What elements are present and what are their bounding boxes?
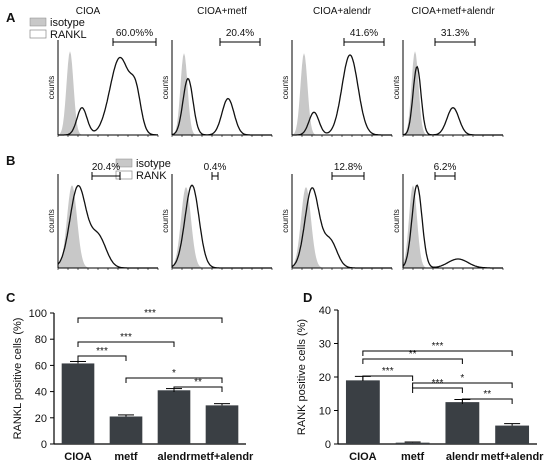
histogram-a-4-counts-label: counts xyxy=(392,76,401,100)
chart-c-y-tick-label: 60 xyxy=(35,360,47,372)
chart-c-significance-bracket-5 xyxy=(173,386,223,392)
histogram-b-3-counts-label: counts xyxy=(281,209,290,233)
panel-letter-a: A xyxy=(6,10,16,25)
panel-letter-d: D xyxy=(303,290,312,305)
histogram-a-1-percent: 60.0%% xyxy=(116,28,153,39)
panel-letter-c: C xyxy=(6,290,16,305)
chart-c-bar-3 xyxy=(157,390,191,444)
chart-c-y-tick-label: 80 xyxy=(35,334,47,346)
chart-d-category-label-2: metf xyxy=(401,451,425,463)
chart-d-category-label-1: CIOA xyxy=(349,451,377,463)
legend-a: isotype RANKL xyxy=(29,17,87,41)
legend-a-isotype-swatch xyxy=(29,17,47,27)
chart-d-significance-label-1: *** xyxy=(432,341,444,352)
histogram-a-3-percent: 41.6% xyxy=(350,28,378,39)
chart-d-y-tick-label: 20 xyxy=(319,372,331,384)
panel-letter-b: B xyxy=(6,153,15,168)
bar-chart-d: 0 10 20 30 40 RANK positive cells (%) CIOA metf… xyxy=(296,305,544,463)
chart-c-y-tick-label: 100 xyxy=(29,308,47,320)
chart-c-y-tick-label: 20 xyxy=(35,413,47,425)
histogram-b-2-counts-label: counts xyxy=(161,209,170,233)
chart-d-category-label-3: alendr xyxy=(446,451,480,463)
histogram-a-2-counts-label: counts xyxy=(161,76,170,100)
histogram-a-3-isotype-area xyxy=(292,53,392,135)
chart-d-bar-4 xyxy=(495,425,530,444)
chart-d-y-tick-label: 0 xyxy=(325,439,331,451)
histogram-row-b: counts 20.4% counts 0.4% counts 12.8% counts 6.… xyxy=(47,162,504,270)
chart-d-significance-label-5: *** xyxy=(432,378,444,389)
chart-c-significance-label-2: *** xyxy=(120,332,132,343)
legend-b-isotype-label: isotype xyxy=(136,158,171,170)
legend-b-marker-label: RANK xyxy=(136,170,167,182)
chart-c-bar-4 xyxy=(205,405,239,444)
histogram-b-4-counts-label: counts xyxy=(392,209,401,233)
histogram-b-2-percent: 0.4% xyxy=(204,162,227,173)
chart-c-significance-bracket-3 xyxy=(77,355,127,361)
chart-c-bar-1 xyxy=(61,363,95,444)
legend-b-isotype-swatch xyxy=(115,158,133,168)
chart-c-significance-label-3: *** xyxy=(96,346,108,357)
chart-c-y-axis-label: RANKL positive cells (%) xyxy=(12,318,24,440)
histogram-a-4-title: CIOA+metf+alendr xyxy=(411,6,495,17)
histogram-b-2-isotype-area xyxy=(172,187,272,268)
chart-d-significance-label-6: ** xyxy=(483,389,491,400)
chart-c-y-tick-label: 40 xyxy=(35,387,47,399)
histogram-a-1-marker-curve xyxy=(58,56,158,136)
histogram-a-3-title: CIOA+alendr xyxy=(313,6,372,17)
legend-a-isotype-label: isotype xyxy=(50,17,85,29)
histogram-a-2-title: CIOA+metf xyxy=(197,6,247,17)
bar-chart-c: 0 20 40 60 80 100 RANKL positive cells (%) CIOA… xyxy=(12,308,254,463)
legend-a-marker-label: RANKL xyxy=(50,29,87,41)
chart-d-significance-bracket-5 xyxy=(412,387,463,393)
chart-d-y-axis-label: RANK positive cells (%) xyxy=(296,319,308,435)
legend-b-marker-swatch xyxy=(115,170,133,180)
histogram-b-1-counts-label: counts xyxy=(47,209,56,233)
histogram-row-a: counts 60.0%% CIOA counts 20.4% CIOA+metf coun… xyxy=(47,6,504,137)
chart-d-significance-label-3: *** xyxy=(382,366,394,377)
histogram-a-4-isotype-area xyxy=(403,51,503,135)
histogram-b-1-isotype-area xyxy=(58,185,158,268)
chart-c-category-label-1: CIOA xyxy=(64,451,92,463)
chart-c-significance-label-4: * xyxy=(172,368,176,379)
histogram-a-2-percent: 20.4% xyxy=(226,28,254,39)
chart-c-significance-bracket-1 xyxy=(77,317,223,323)
chart-d-significance-bracket-1 xyxy=(362,350,513,356)
chart-d-significance-bracket-4 xyxy=(412,382,513,388)
chart-c-category-label-3: alendr xyxy=(157,451,191,463)
histogram-a-1-title: CIOA xyxy=(76,6,101,17)
legend-b: isotype RANK xyxy=(115,158,171,182)
chart-d-significance-label-2: ** xyxy=(409,349,417,360)
histogram-a-1-isotype-area xyxy=(58,51,158,135)
chart-d-significance-label-4: * xyxy=(460,373,464,384)
histogram-b-4-isotype-area xyxy=(403,185,503,268)
chart-d-bar-1 xyxy=(345,380,380,444)
histogram-a-3-counts-label: counts xyxy=(281,76,290,100)
chart-d-y-tick-label: 40 xyxy=(319,305,331,317)
histogram-a-2-isotype-area xyxy=(172,53,272,135)
chart-d-y-tick-label: 10 xyxy=(319,406,331,418)
chart-c-y-tick-label: 0 xyxy=(41,439,47,451)
chart-c-significance-label-1: *** xyxy=(144,308,156,319)
chart-d-bar-3 xyxy=(445,402,480,444)
chart-d-bar-2 xyxy=(395,442,430,444)
chart-c-significance-bracket-2 xyxy=(77,341,175,347)
chart-c-significance-bracket-4 xyxy=(125,377,223,383)
histogram-a-1-counts-label: counts xyxy=(47,76,56,100)
chart-d-significance-bracket-6 xyxy=(461,398,513,404)
chart-d-category-label-4: metf+alendr xyxy=(481,451,544,463)
chart-c-category-label-2: metf xyxy=(114,451,138,463)
legend-a-marker-swatch xyxy=(29,29,47,39)
chart-d-significance-bracket-2 xyxy=(362,358,463,364)
histogram-b-3-isotype-area xyxy=(292,187,392,268)
histogram-b-1-percent: 20.4% xyxy=(92,162,120,173)
chart-d-y-tick-label: 30 xyxy=(319,339,331,351)
histogram-b-4-percent: 6.2% xyxy=(434,162,457,173)
chart-d-significance-bracket-3 xyxy=(362,375,414,381)
chart-c-significance-label-5: ** xyxy=(194,377,202,388)
histogram-a-4-percent: 31.3% xyxy=(441,28,469,39)
histogram-b-3-percent: 12.8% xyxy=(334,162,362,173)
chart-c-category-label-4: metf+alendr xyxy=(191,451,254,463)
chart-c-bar-2 xyxy=(109,416,143,444)
